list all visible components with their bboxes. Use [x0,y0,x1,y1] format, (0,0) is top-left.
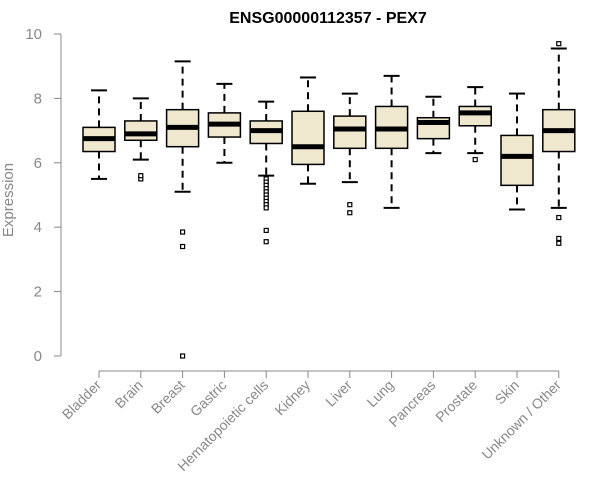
outlier-point [180,229,186,235]
outlier-point [347,202,353,208]
box-hematopoietic-cells [249,100,283,245]
iqr-box [124,120,158,142]
y-tick-label: 0 [34,348,42,365]
outlier-point [263,227,269,234]
box-pancreas [416,95,451,155]
iqr-box [500,134,534,187]
box-kidney [291,76,325,185]
x-tick-label: Skin [492,377,523,408]
box-gastric [207,82,242,164]
x-tick-label: Liver [322,377,355,410]
outlier-point [180,243,186,250]
iqr-box [333,115,367,150]
box-brain [124,97,158,182]
outlier-point [556,214,562,221]
chart-title: ENSG00000112357 - PEX7 [229,10,427,27]
outlier-point [263,239,269,245]
iqr-box [291,110,325,166]
box-lung [374,74,409,209]
box-prostate [458,86,492,163]
x-tick-label: Unknown / Other [478,377,564,463]
y-axis-title: Expression [0,163,17,237]
box-breast [165,60,200,359]
x-tick-label: Bladder [59,377,105,423]
y-tick-label: 8 [34,90,42,107]
outlier-point [556,41,562,47]
y-axis: 0 2 4 6 8 10 [25,26,62,365]
y-tick-label: 4 [34,219,42,236]
outlier-point [556,235,562,242]
outlier-point [180,353,186,359]
x-tick-label: Breast [148,377,188,417]
outlier-point [556,240,562,246]
box-bladder [82,89,116,180]
outlier-point [347,210,353,216]
x-tick-label: Prostate [432,377,480,425]
boxes [82,41,576,359]
y-tick-label: 6 [34,155,42,172]
outlier-point [138,173,144,179]
x-tick-label: Brain [111,377,145,411]
outlier-point [472,156,478,163]
box-unknown-other [542,41,576,246]
box-liver [333,92,367,216]
x-tick-label: Kidney [272,377,314,419]
y-tick-label: 2 [34,284,42,301]
x-tick-label: Lung [363,377,396,410]
iqr-box [458,105,492,127]
outlier-point [263,205,269,211]
y-tick-label: 10 [25,26,42,43]
box-skin [500,92,534,211]
